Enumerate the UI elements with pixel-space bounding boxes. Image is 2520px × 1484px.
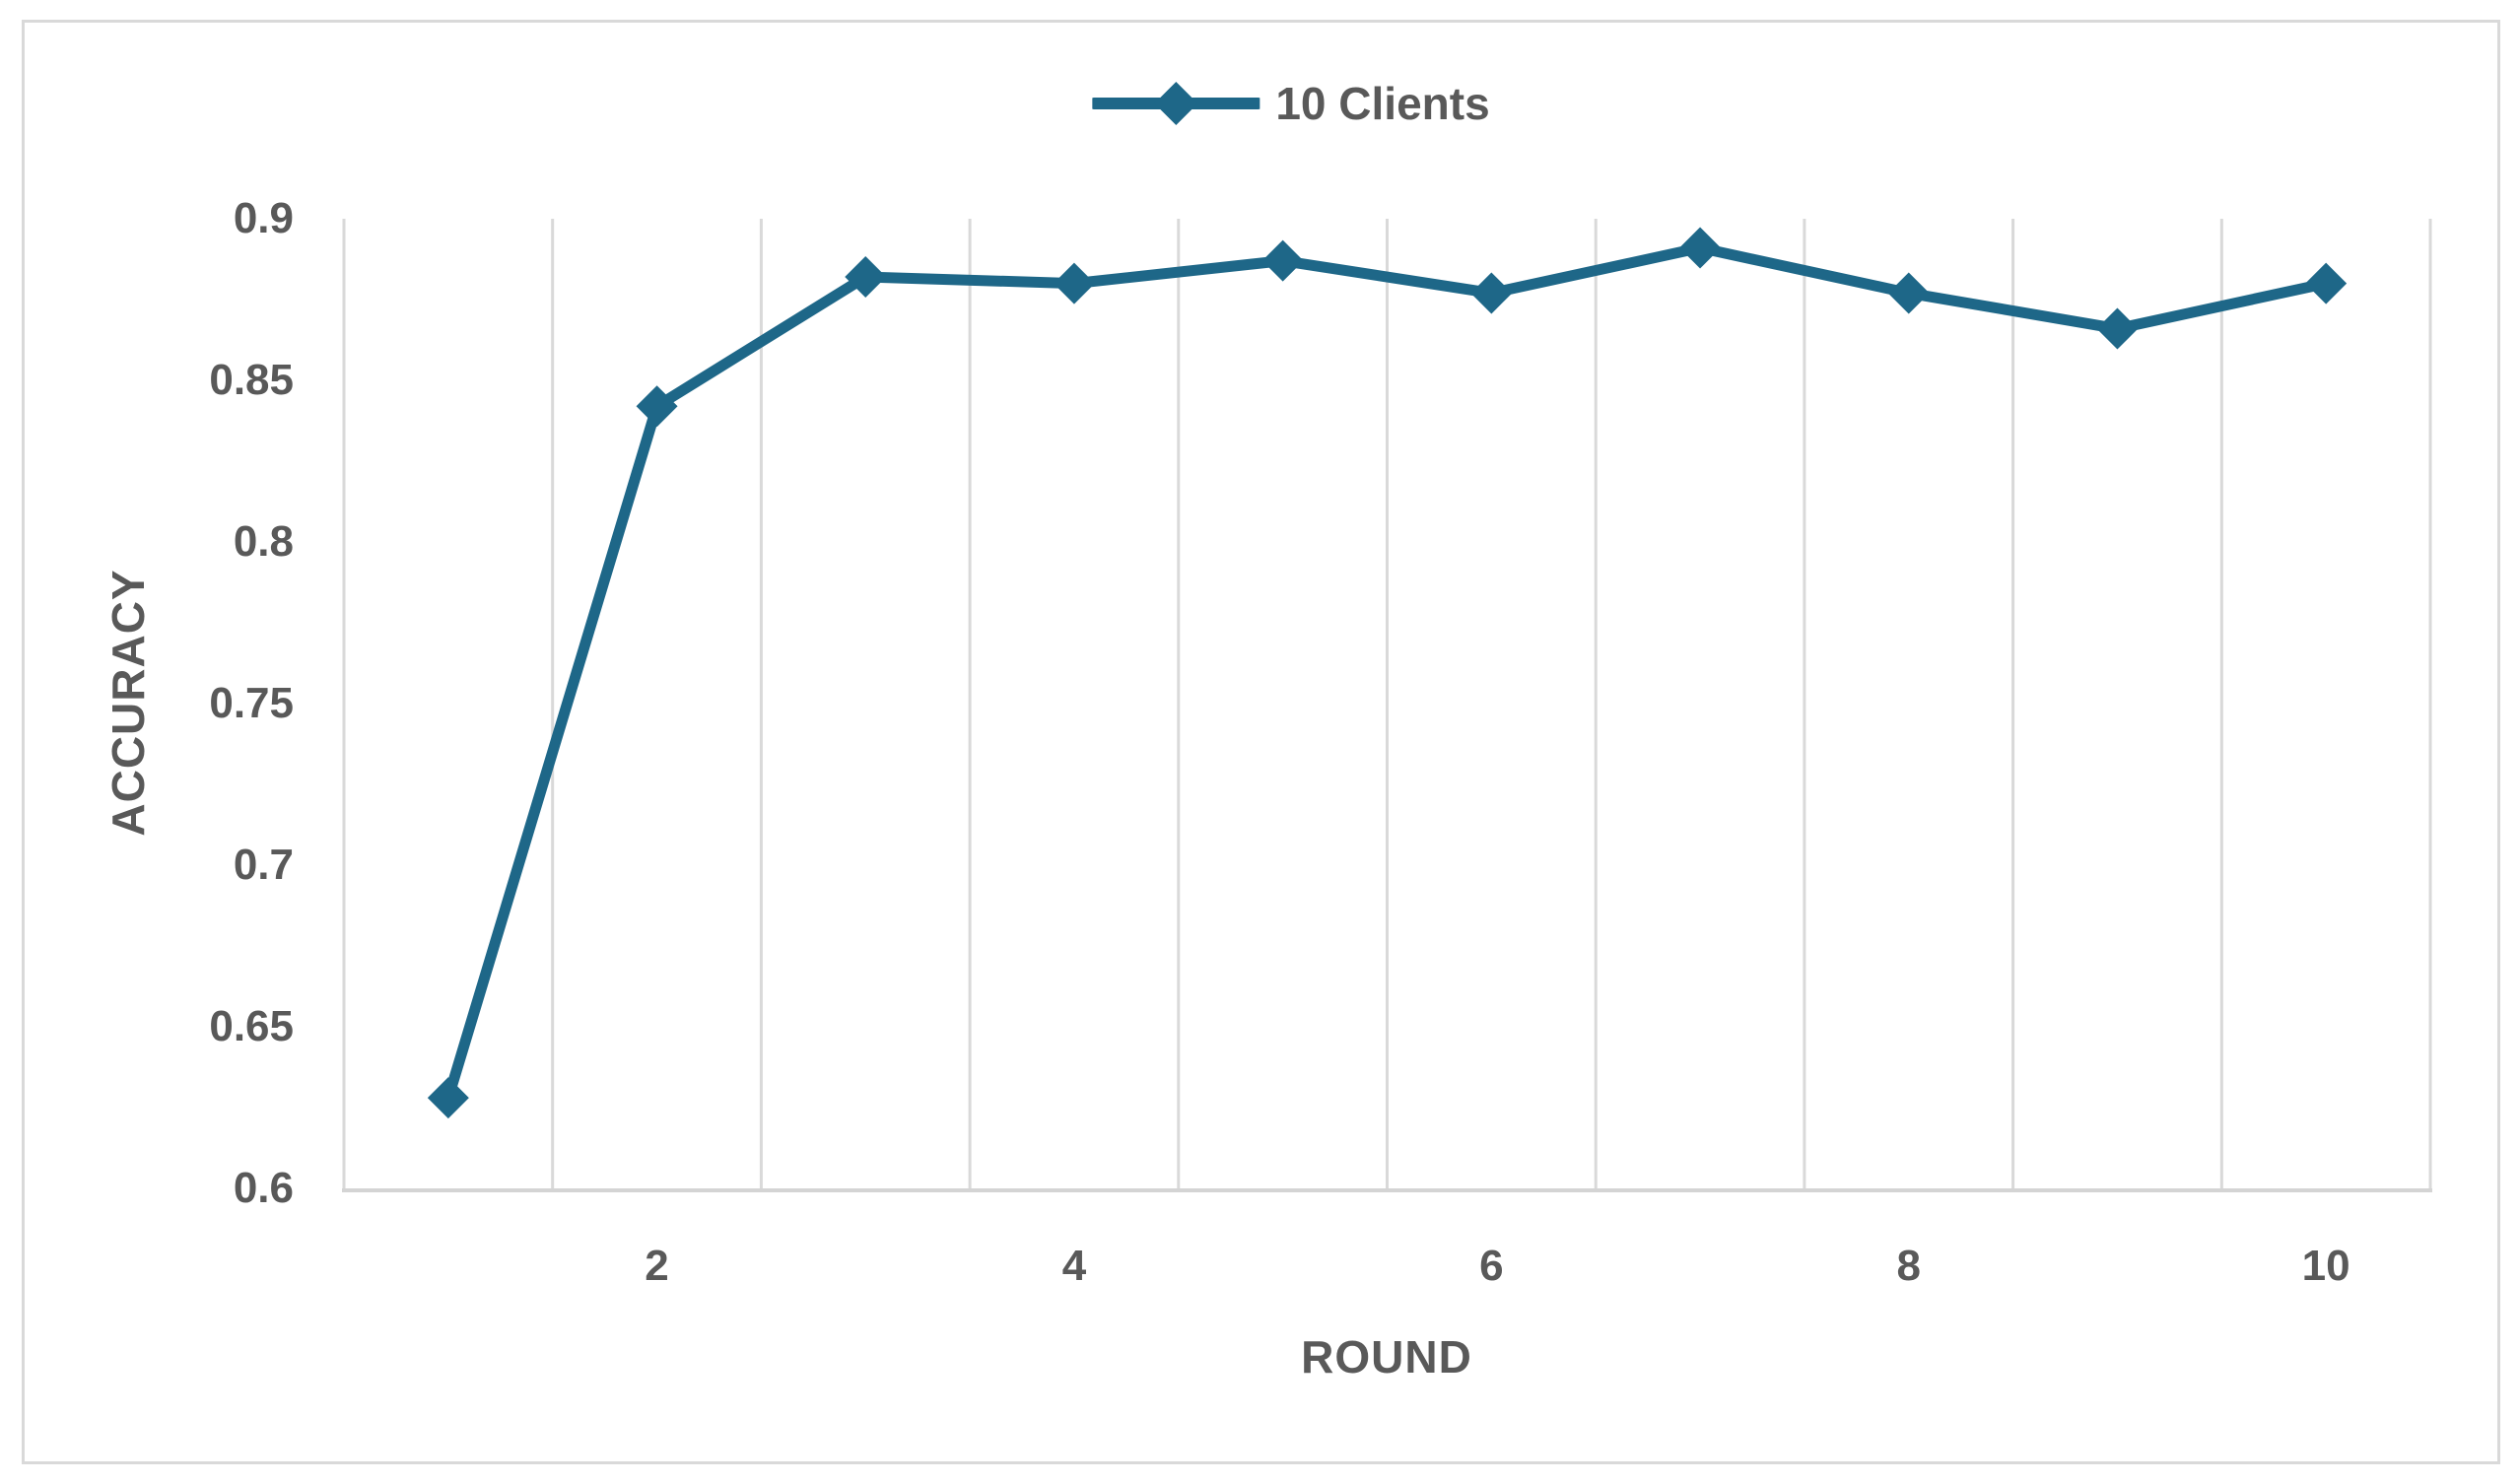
x-axis-tick-label: 4 (1061, 1242, 1087, 1290)
series-line (443, 242, 2332, 1104)
legend: 10 Clients (1092, 77, 1490, 130)
data-point-marker (1053, 262, 1095, 304)
data-point-marker (2096, 307, 2139, 350)
x-axis-tick-label: 6 (1479, 1242, 1504, 1290)
y-axis-tick-label: 0.75 (209, 679, 294, 727)
data-point-marker (1261, 239, 1304, 282)
y-axis-tick-label: 0.9 (233, 194, 294, 242)
legend-line-marker-icon (1092, 82, 1260, 125)
data-point-marker (2305, 262, 2348, 304)
y-axis-tick-label: 0.85 (209, 356, 294, 404)
data-point-marker (845, 256, 887, 299)
legend-label: 10 Clients (1275, 78, 1490, 129)
x-axis-tick-label: 10 (2301, 1242, 2350, 1290)
y-axis-tick-label: 0.6 (233, 1164, 294, 1212)
x-axis-title: ROUND (1301, 1331, 1472, 1383)
y-axis-tick-label: 0.8 (233, 517, 294, 566)
data-point-marker (1470, 272, 1513, 314)
data-point-marker (1887, 272, 1930, 314)
x-axis-tick-label: 2 (645, 1242, 669, 1290)
data-point-marker (427, 1077, 469, 1119)
data-point-marker (1679, 227, 1722, 269)
y-axis-tick-label: 0.7 (233, 841, 294, 889)
x-axis-tick-label: 8 (1896, 1242, 1921, 1290)
data-point-marker (636, 385, 678, 428)
y-axis-tick-label: 0.65 (209, 1002, 294, 1050)
y-axis-title: ACCURACY (102, 569, 154, 837)
